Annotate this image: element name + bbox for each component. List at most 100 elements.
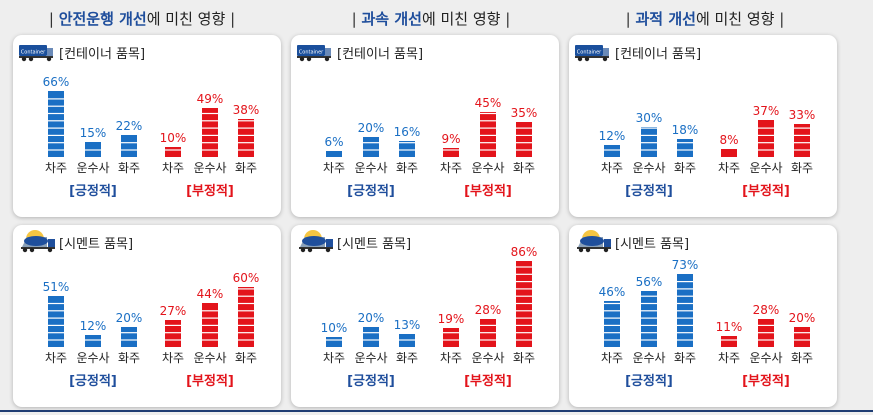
truck-text: Container — [299, 50, 324, 56]
category-label: 차주 — [323, 351, 345, 365]
data-label: 11% — [716, 320, 743, 334]
positive-bar — [399, 141, 415, 157]
data-label: 20% — [789, 311, 816, 325]
negative-bar — [794, 124, 810, 157]
column-title-safety: | 안전운행 개선에 미친 영향 | — [48, 10, 236, 28]
category-label: 화주 — [674, 161, 696, 175]
positive-bar — [48, 91, 64, 157]
data-label: 27% — [160, 304, 187, 318]
data-label: 28% — [475, 303, 502, 317]
negative-bar — [721, 149, 737, 157]
chart-panel: [시멘트 품목] 10% 차주 20% 운수사 13% 화주 19% 차주 28% 운수사 86% 화주… — [291, 225, 559, 407]
data-label: 46% — [599, 285, 626, 299]
data-label: 19% — [438, 312, 465, 326]
group-label-negative: [부정적] — [186, 183, 234, 199]
negative-bar — [238, 287, 254, 347]
bar-chart: Container [컨테이너 품목] 6% 차주 20% 운수사 16% 화주 9% 차주 45%… — [297, 45, 538, 199]
category-label: 차주 — [162, 161, 184, 175]
negative-bar — [721, 336, 737, 347]
category-label: 운수사 — [749, 351, 782, 365]
data-label: 37% — [753, 104, 780, 118]
data-label: 6% — [324, 135, 343, 149]
bar-chart: Container [컨테이너 품목] 12% 차주 30% 운수사 18% 화주 8% 차주 37… — [575, 45, 815, 199]
category-label: 운수사 — [354, 161, 387, 175]
column-title-highlight: 과적 개선 — [635, 10, 696, 28]
positive-bar — [326, 337, 342, 347]
bar-chart: [시멘트 품목] 51% 차주 12% 운수사 20% 화주 27% 차주 44% 운수사 60% 화주… — [21, 230, 259, 389]
category-label: 차주 — [440, 161, 462, 175]
container-truck-icon: Container — [19, 45, 53, 62]
group-label-positive: [긍정적] — [625, 183, 673, 199]
category-label: 화주 — [513, 351, 535, 365]
category-label: 운수사 — [749, 161, 782, 175]
category-label: 운수사 — [193, 161, 226, 175]
category-label: 차주 — [718, 351, 740, 365]
category-label: 운수사 — [632, 351, 665, 365]
column-title-highlight: 안전운행 개선 — [58, 10, 147, 28]
chart-panel: Container [컨테이너 품목] 6% 차주 20% 운수사 16% 화주 9% 차주 45%… — [291, 35, 559, 217]
category-label: 화주 — [235, 161, 257, 175]
truck-text: Container — [21, 50, 46, 56]
column-title-rest: 에 미친 영향 — [146, 10, 226, 28]
bar-chart: [시멘트 품목] 10% 차주 20% 운수사 13% 화주 19% 차주 28% 운수사 86% 화주… — [299, 230, 538, 389]
category-label: 운수사 — [632, 161, 665, 175]
category-label: 화주 — [791, 161, 813, 175]
chart-panel: Container [컨테이너 품목] 66% 차주 15% 운수사 22% 화주 10% 차주 4… — [13, 35, 281, 217]
negative-bar — [238, 119, 254, 157]
row-label: [시멘트 품목] — [337, 237, 411, 252]
data-label: 20% — [358, 121, 385, 135]
truck-text: Container — [577, 50, 602, 56]
bar-chart: Container [컨테이너 품목] 66% 차주 15% 운수사 22% 화주 10% 차주 4… — [19, 45, 259, 199]
category-label: 차주 — [45, 161, 67, 175]
data-label: 10% — [160, 131, 187, 145]
column-title-rest: 에 미친 영향 — [421, 10, 501, 28]
row-label: [컨테이너 품목] — [337, 47, 423, 62]
positive-bar — [85, 335, 101, 347]
data-label: 35% — [511, 106, 538, 120]
data-label: 12% — [80, 319, 107, 333]
positive-bar — [363, 137, 379, 157]
group-label-positive: [긍정적] — [69, 373, 117, 389]
category-label: 화주 — [235, 351, 257, 365]
category-label: 운수사 — [76, 161, 109, 175]
positive-bar — [604, 301, 620, 347]
group-label-positive: [긍정적] — [69, 183, 117, 199]
negative-bar — [443, 148, 459, 157]
cement-truck-icon — [577, 230, 611, 253]
data-label: 44% — [197, 287, 224, 301]
negative-bar — [165, 147, 181, 157]
positive-bar — [121, 135, 137, 157]
container-truck-icon: Container — [575, 45, 609, 62]
positive-bar — [326, 151, 342, 157]
column-title-highlight: 과속 개선 — [361, 10, 422, 28]
category-label: 운수사 — [471, 161, 504, 175]
group-label-negative: [부정적] — [742, 183, 790, 199]
data-label: 86% — [511, 245, 538, 259]
negative-bar — [480, 112, 496, 157]
data-label: 12% — [599, 129, 626, 143]
data-label: 16% — [394, 125, 421, 139]
column-title-overload: | 과적 개선에 미친 영향 | — [625, 10, 785, 28]
positive-bar — [641, 127, 657, 157]
column-title-speeding: | 과속 개선에 미친 영향 | — [351, 10, 511, 28]
data-label: 13% — [394, 318, 421, 332]
data-label: 20% — [116, 311, 143, 325]
category-label: 차주 — [45, 351, 67, 365]
data-label: 73% — [672, 258, 699, 272]
chart-panel: Container [컨테이너 품목] 12% 차주 30% 운수사 18% 화주 8% 차주 37… — [569, 35, 837, 217]
chart-panel: [시멘트 품목] 46% 차주 56% 운수사 73% 화주 11% 차주 28% 운수사 20% 화주… — [569, 225, 837, 407]
cement-truck-icon — [21, 230, 55, 253]
row-label: [시멘트 품목] — [615, 237, 689, 252]
category-label: 화주 — [674, 351, 696, 365]
cement-truck-icon — [299, 230, 333, 253]
group-label-positive: [긍정적] — [347, 373, 395, 389]
bar-chart: [시멘트 품목] 46% 차주 56% 운수사 73% 화주 11% 차주 28% 운수사 20% 화주… — [577, 230, 816, 389]
category-label: 차주 — [601, 351, 623, 365]
data-label: 18% — [672, 123, 699, 137]
group-label-negative: [부정적] — [464, 373, 512, 389]
positive-bar — [363, 327, 379, 347]
category-label: 운수사 — [471, 351, 504, 365]
category-label: 차주 — [440, 351, 462, 365]
bottom-rule — [0, 410, 873, 412]
category-label: 차주 — [162, 351, 184, 365]
